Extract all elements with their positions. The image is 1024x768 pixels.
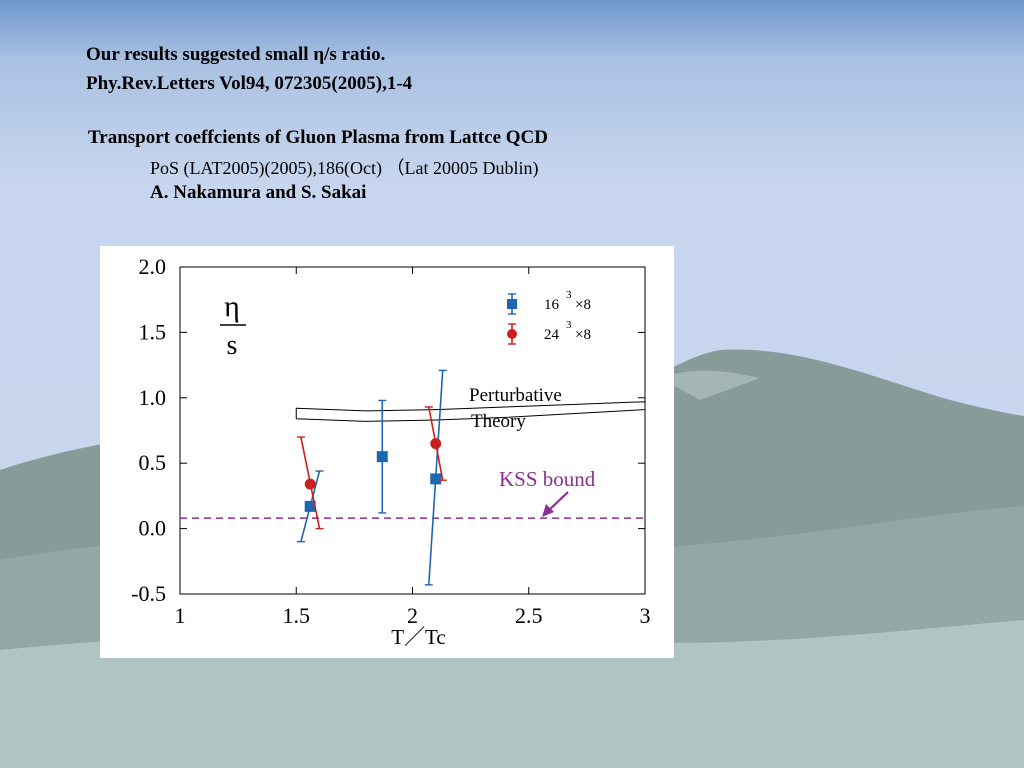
reference-line-prl: Phy.Rev.Letters Vol94, 072305(2005),1-4 — [86, 73, 413, 94]
eta-over-s-chart: 2.0 1.5 1.0 0.5 0.0 -0.5 1 1.5 2 2.5 3 T／Tc η s Pertur… — [100, 246, 674, 658]
y-tick-label: 2.0 — [139, 254, 167, 279]
paper-title: Transport coeffcients of Gluon Plasma fr… — [88, 127, 548, 148]
x-tick-label: 1 — [175, 603, 186, 628]
data-point-circle — [430, 438, 442, 450]
authors: A. Nakamura and S. Sakai — [150, 182, 367, 203]
x-tick-label: 2.5 — [515, 603, 543, 628]
legend-label-rest: ×8 — [575, 297, 591, 313]
y-axis-label-numerator: η — [224, 290, 240, 323]
legend-marker-circle — [507, 329, 517, 339]
perturbative-label-line1: Perturbative — [469, 385, 562, 406]
plot-frame — [179, 266, 646, 595]
y-tick-label: 0.5 — [139, 450, 167, 475]
legend-label-base: 24 — [544, 327, 560, 343]
y-tick-label: -0.5 — [131, 581, 166, 606]
legend-label-superscript: 3 — [566, 319, 572, 331]
kss-bound-arrowhead — [542, 504, 554, 517]
data-point-circle — [304, 478, 316, 490]
legend-label-base: 16 — [544, 297, 560, 313]
proceedings-citation: PoS (LAT2005)(2005),186(Oct) （Lat 20005 … — [150, 158, 539, 178]
kss-bound-label: KSS bound — [499, 467, 596, 491]
y-axis-label-denominator: s — [227, 330, 238, 361]
y-tick-label: 1.0 — [139, 385, 167, 410]
data-point-square — [376, 451, 388, 463]
perturbative-theory-band — [295, 401, 646, 422]
data-point-square — [430, 473, 442, 485]
data-point-square — [304, 500, 316, 512]
summary-line: Our results suggested small η/s ratio. — [86, 44, 386, 65]
y-tick-label: 0.0 — [139, 516, 167, 541]
x-tick-label: 2 — [407, 603, 418, 628]
x-axis-label: T／Tc — [391, 625, 446, 649]
legend-label-superscript: 3 — [566, 289, 572, 301]
y-tick-label: 1.5 — [139, 319, 167, 344]
perturbative-label-line2: Theory — [471, 411, 526, 432]
x-tick-label: 3 — [640, 603, 651, 628]
legend-label-rest: ×8 — [575, 327, 591, 343]
x-tick-label: 1.5 — [283, 603, 311, 628]
legend-marker-square — [507, 299, 517, 309]
